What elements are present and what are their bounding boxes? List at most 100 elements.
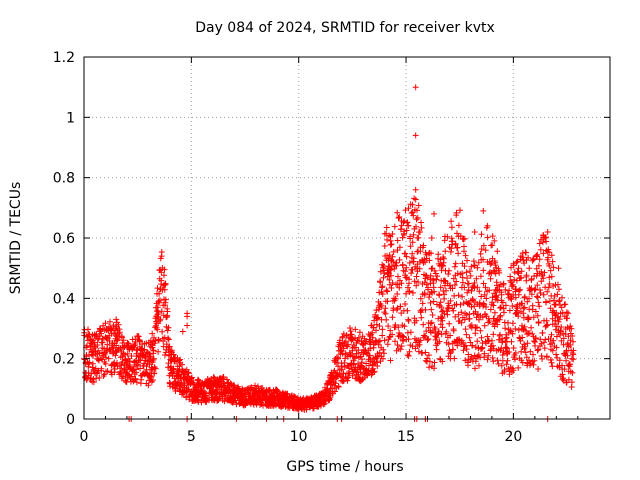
data-point [449, 238, 456, 245]
data-point [543, 353, 550, 360]
data-point [511, 276, 518, 283]
data-point [498, 345, 505, 352]
data-point [103, 354, 109, 361]
data-point [497, 312, 504, 319]
data-point [376, 323, 383, 329]
data-point [540, 291, 547, 298]
data-point [406, 348, 413, 355]
data-point [451, 263, 458, 270]
data-point [492, 270, 499, 277]
data-point [431, 288, 438, 295]
data-point [482, 284, 489, 291]
data-point [526, 265, 533, 272]
data-point [378, 302, 385, 309]
data-point [403, 227, 410, 234]
data-point [397, 226, 404, 233]
data-point [512, 350, 519, 356]
data-point-outlier [412, 132, 419, 139]
x-tick-label: 0 [80, 429, 89, 445]
data-point [438, 267, 445, 274]
data-point [356, 329, 363, 336]
data-point [464, 257, 470, 264]
data-point [134, 361, 141, 368]
data-point [565, 310, 572, 317]
data-point [468, 263, 475, 270]
data-point [383, 316, 390, 323]
data-point [515, 265, 522, 272]
data-point [519, 334, 526, 341]
data-point [474, 284, 481, 291]
data-point [512, 294, 519, 301]
data-point [396, 214, 403, 220]
data-point [409, 239, 416, 246]
data-point [535, 262, 542, 269]
data-point [535, 319, 542, 325]
data-point [447, 297, 454, 304]
data-point [425, 336, 432, 342]
data-point [156, 317, 163, 324]
data-point [531, 287, 538, 293]
data-point [478, 231, 485, 238]
data-point [392, 338, 398, 345]
data-point [490, 358, 497, 365]
data-point [558, 324, 565, 330]
data-point [435, 251, 442, 258]
data-point [568, 325, 575, 332]
data-point [156, 290, 163, 297]
data-point [410, 289, 416, 296]
data-point [455, 250, 462, 257]
data-point [433, 301, 440, 308]
data-point [380, 346, 387, 353]
data-point [426, 358, 433, 365]
data-point [444, 233, 451, 240]
data-point [497, 305, 504, 311]
data-point [476, 316, 482, 323]
data-point [446, 267, 452, 274]
data-point [96, 374, 103, 381]
y-tick-label: 0.8 [53, 171, 75, 187]
data-point [346, 370, 353, 377]
data-point [410, 212, 417, 219]
data-point [530, 361, 537, 368]
data-point [359, 356, 365, 363]
data-point [422, 306, 429, 313]
data-point [403, 290, 409, 297]
data-point [512, 325, 519, 332]
data-point [406, 288, 413, 295]
data-point [451, 355, 458, 362]
data-point [533, 265, 540, 272]
data-point [471, 280, 478, 286]
data-point [379, 332, 386, 339]
data-point [546, 280, 553, 287]
data-point [402, 268, 409, 275]
data-point [154, 304, 161, 311]
data-point [487, 275, 494, 282]
data-point [550, 337, 557, 344]
data-point [509, 303, 516, 309]
data-point [104, 368, 111, 375]
data-point [150, 377, 156, 383]
data-point [414, 214, 421, 221]
data-point [128, 353, 135, 359]
data-point [563, 357, 569, 364]
data-point [501, 367, 508, 373]
data-point [553, 351, 560, 358]
data-point [559, 294, 565, 301]
data-point [471, 262, 478, 269]
data-point [413, 317, 420, 324]
data-point [427, 299, 434, 306]
data-point [545, 284, 552, 291]
data-point [461, 316, 468, 323]
data-point [402, 250, 409, 257]
data-point [389, 280, 396, 286]
data-point [496, 269, 503, 276]
data-point [379, 326, 386, 333]
data-point [518, 275, 525, 281]
data-point [154, 285, 161, 292]
data-point [114, 336, 121, 343]
data-point [492, 262, 499, 269]
data-point [453, 278, 460, 285]
data-point [403, 264, 410, 271]
data-point [441, 295, 448, 302]
data-point [335, 355, 342, 362]
